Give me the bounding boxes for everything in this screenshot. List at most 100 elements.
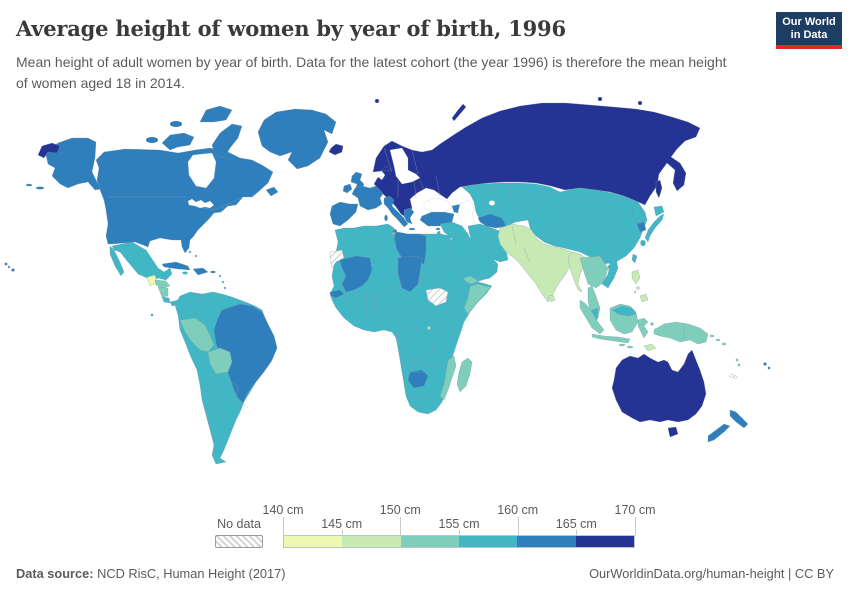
svalbard[interactable] [374, 98, 380, 104]
moluccas[interactable] [650, 322, 654, 326]
aleutian-islands[interactable] [25, 183, 33, 187]
vanuatu[interactable] [737, 363, 741, 367]
region-ireland[interactable] [342, 183, 353, 194]
region-hispaniola[interactable] [192, 267, 209, 276]
region-new-zealand-south[interactable] [707, 423, 731, 443]
hawaii-islands[interactable] [7, 265, 11, 269]
philippines-visayas[interactable] [636, 286, 640, 290]
siberian-islands[interactable] [637, 100, 643, 106]
region-novaya-zemlya[interactable] [451, 103, 467, 122]
region-iberia[interactable] [329, 201, 359, 227]
region-sakhalin[interactable] [655, 179, 663, 199]
region-java[interactable] [591, 333, 631, 344]
lesser-antilles[interactable] [218, 274, 222, 278]
region-iceland[interactable] [328, 143, 344, 156]
philippines-visayas[interactable] [633, 290, 637, 294]
region-brazil[interactable] [213, 303, 278, 404]
bahamas[interactable] [194, 254, 198, 258]
region-turkmenistan[interactable] [477, 213, 507, 229]
region-borneo-malaysia[interactable] [611, 305, 637, 317]
region-mali[interactable] [339, 255, 373, 293]
solomon-islands[interactable] [721, 342, 727, 346]
legend-bin-150-155[interactable] [400, 536, 459, 547]
region-sulawesi[interactable] [637, 317, 649, 339]
lesser-sunda[interactable] [626, 345, 634, 349]
region-north-korea[interactable] [632, 205, 643, 225]
region-baffin-island[interactable] [211, 123, 243, 159]
siberian-islands[interactable] [597, 96, 603, 102]
region-vietnam[interactable] [601, 251, 619, 289]
legend-bin-140-145[interactable] [284, 536, 343, 547]
region-philippines-luzon[interactable] [631, 269, 641, 285]
region-greenland[interactable] [257, 108, 337, 170]
region-south-korea[interactable] [636, 221, 647, 233]
region-chukotka-russia[interactable] [37, 142, 61, 159]
region-japan-kyushu[interactable] [640, 239, 646, 247]
region-sardinia[interactable] [384, 214, 388, 222]
owid-logo[interactable]: Our World in Data [776, 12, 842, 49]
credit-link[interactable]: OurWorldinData.org/human-height | CC BY [589, 566, 834, 581]
region-timor-leste[interactable] [643, 343, 657, 352]
region-mozambique[interactable] [439, 355, 457, 401]
region-japan-hokkaido[interactable] [653, 205, 665, 217]
region-sumatra[interactable] [579, 299, 605, 335]
region-western-sahara[interactable] [329, 249, 345, 269]
arctic-island[interactable] [145, 136, 159, 144]
region-cuba[interactable] [161, 261, 191, 271]
region-newfoundland[interactable] [265, 186, 279, 197]
region-new-guinea[interactable] [653, 321, 709, 345]
region-peru[interactable] [179, 317, 215, 353]
region-fiji[interactable] [763, 362, 767, 366]
legend-bin-145-150[interactable] [342, 536, 401, 547]
lesser-sunda[interactable] [618, 343, 626, 347]
region-france[interactable] [351, 185, 384, 211]
region-madagascar[interactable] [456, 357, 473, 393]
region-india-pakistan-afghanistan[interactable] [497, 223, 577, 303]
region-europe-russia[interactable] [372, 102, 701, 220]
arctic-island[interactable] [169, 120, 183, 128]
aleutian-islands[interactable] [35, 186, 45, 190]
lesser-antilles[interactable] [223, 286, 227, 290]
region-somalia[interactable] [463, 283, 492, 315]
region-jamaica[interactable] [182, 271, 188, 275]
region-chad[interactable] [397, 255, 423, 293]
region-baja-california[interactable] [109, 245, 125, 277]
region-puerto-rico[interactable] [210, 270, 216, 274]
world-choropleth-map[interactable] [0, 95, 850, 500]
region-china-mongolia[interactable] [527, 187, 648, 265]
region-botswana[interactable] [407, 369, 429, 389]
region-south-sudan[interactable] [425, 287, 449, 307]
region-libya[interactable] [393, 231, 427, 265]
region-mexico[interactable] [111, 241, 173, 283]
solomon-islands[interactable] [715, 338, 721, 342]
region-costa-rica[interactable] [161, 296, 171, 304]
region-rwanda[interactable] [427, 326, 431, 330]
solomon-islands[interactable] [709, 334, 715, 338]
region-canada-usa[interactable] [95, 147, 274, 254]
region-sri-lanka[interactable] [547, 294, 556, 303]
region-cyprus[interactable] [435, 227, 441, 231]
data-source-value[interactable]: NCD RisC, Human Height (2017) [93, 566, 286, 581]
vanuatu[interactable] [735, 358, 739, 362]
region-nicaragua[interactable] [157, 286, 169, 298]
region-senegal[interactable] [329, 289, 345, 299]
hawaii-islands[interactable] [4, 262, 8, 266]
region-honduras[interactable] [154, 279, 171, 289]
region-greece[interactable] [403, 207, 415, 225]
lesser-antilles[interactable] [221, 280, 225, 284]
region-new-zealand-north[interactable] [729, 409, 749, 429]
legend-bin-155-160[interactable] [458, 536, 518, 547]
region-australia[interactable] [611, 349, 707, 423]
region-bolivia[interactable] [207, 347, 233, 375]
region-fiji[interactable] [767, 366, 771, 370]
region-crete[interactable] [408, 227, 416, 231]
region-ellesmere-island[interactable] [199, 105, 233, 123]
hawaii-islands[interactable] [11, 268, 15, 272]
legend-bin-165-170[interactable] [575, 536, 634, 547]
region-new-caledonia[interactable] [728, 373, 739, 380]
bahamas[interactable] [188, 250, 192, 254]
galapagos[interactable] [150, 313, 154, 317]
region-victoria-island[interactable] [161, 132, 195, 151]
legend-bin-160-165[interactable] [517, 536, 576, 547]
region-japan-honshu[interactable] [644, 213, 665, 243]
